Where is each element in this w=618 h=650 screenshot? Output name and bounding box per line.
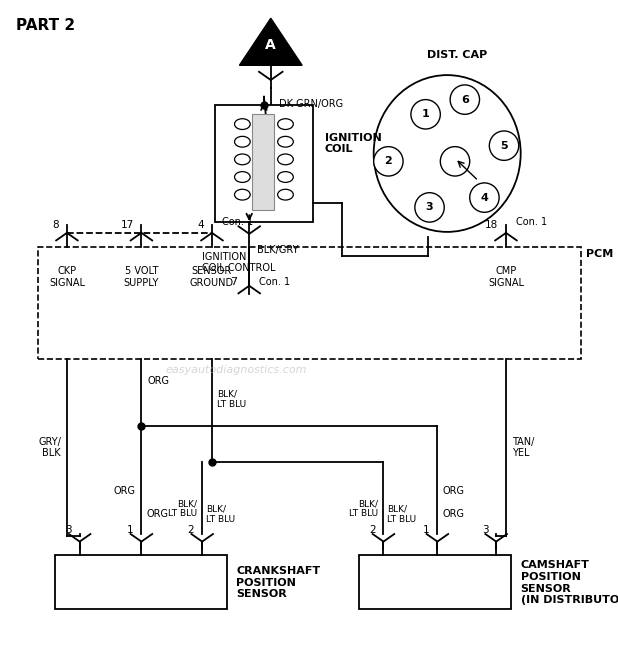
Text: 6: 6 bbox=[461, 95, 469, 105]
Text: 5: 5 bbox=[500, 140, 508, 151]
Text: PART 2: PART 2 bbox=[16, 18, 75, 33]
Bar bbox=[252, 114, 274, 211]
Text: Con. 1: Con. 1 bbox=[222, 217, 253, 227]
Text: 1: 1 bbox=[127, 525, 133, 535]
Text: Con. 1: Con. 1 bbox=[259, 277, 290, 287]
Circle shape bbox=[440, 147, 470, 176]
Polygon shape bbox=[239, 18, 302, 65]
Text: BLK/
LT BLU: BLK/ LT BLU bbox=[387, 504, 417, 524]
Ellipse shape bbox=[234, 119, 250, 129]
Text: ORG: ORG bbox=[114, 486, 135, 495]
Text: 2: 2 bbox=[188, 525, 194, 535]
Text: A: A bbox=[265, 38, 276, 52]
Text: BLK/
LT BLU: BLK/ LT BLU bbox=[217, 389, 246, 409]
Ellipse shape bbox=[277, 154, 294, 164]
Text: 4: 4 bbox=[480, 192, 488, 203]
Text: 1: 1 bbox=[421, 109, 430, 120]
Text: IGNITION
COIL: IGNITION COIL bbox=[324, 133, 381, 155]
Text: BLK/GRY: BLK/GRY bbox=[257, 244, 298, 255]
Text: CMP
SIGNAL: CMP SIGNAL bbox=[488, 266, 524, 288]
Ellipse shape bbox=[234, 172, 250, 183]
Circle shape bbox=[415, 192, 444, 222]
Text: IGNITION
COIL CONTROL: IGNITION COIL CONTROL bbox=[202, 252, 276, 273]
Text: 7: 7 bbox=[231, 277, 237, 287]
Text: SENSOR
GROUND: SENSOR GROUND bbox=[190, 266, 234, 288]
Ellipse shape bbox=[234, 189, 250, 200]
Text: ORG: ORG bbox=[147, 376, 169, 386]
Bar bbox=[359, 555, 511, 609]
Text: 3: 3 bbox=[66, 525, 72, 535]
Text: PCM: PCM bbox=[586, 248, 614, 259]
Text: BLK/
LT BLU: BLK/ LT BLU bbox=[168, 499, 197, 519]
Text: BLK/
LT BLU: BLK/ LT BLU bbox=[206, 504, 235, 524]
Text: ORG: ORG bbox=[146, 509, 168, 519]
Text: ORG: ORG bbox=[442, 509, 464, 519]
Bar bbox=[215, 105, 313, 222]
Text: 1: 1 bbox=[423, 525, 430, 535]
Text: easyautodiagnostics.com: easyautodiagnostics.com bbox=[166, 365, 307, 374]
Bar bbox=[55, 555, 227, 609]
Circle shape bbox=[489, 131, 519, 161]
Text: DIST. CAP: DIST. CAP bbox=[427, 51, 487, 60]
Text: GRY/
BLK: GRY/ BLK bbox=[38, 437, 61, 458]
Circle shape bbox=[450, 85, 480, 114]
Text: CRANKSHAFT
POSITION
SENSOR: CRANKSHAFT POSITION SENSOR bbox=[237, 566, 321, 599]
Text: 3: 3 bbox=[426, 202, 433, 213]
Ellipse shape bbox=[277, 119, 294, 129]
Ellipse shape bbox=[374, 75, 521, 232]
Text: Con. 1: Con. 1 bbox=[516, 217, 547, 227]
Text: 4: 4 bbox=[198, 220, 204, 230]
Text: CAMSHAFT
POSITION
SENSOR
(IN DISTRIBUTOR): CAMSHAFT POSITION SENSOR (IN DISTRIBUTOR… bbox=[521, 560, 618, 605]
Text: 2: 2 bbox=[384, 157, 392, 166]
Text: 8: 8 bbox=[53, 220, 59, 230]
Text: 5 VOLT
SUPPLY: 5 VOLT SUPPLY bbox=[124, 266, 159, 288]
Ellipse shape bbox=[234, 154, 250, 164]
Ellipse shape bbox=[277, 172, 294, 183]
Ellipse shape bbox=[277, 189, 294, 200]
Text: CKP
SIGNAL: CKP SIGNAL bbox=[49, 266, 85, 288]
Bar bbox=[38, 246, 582, 359]
Text: ORG: ORG bbox=[442, 486, 464, 495]
Text: 2: 2 bbox=[369, 525, 376, 535]
Ellipse shape bbox=[234, 136, 250, 147]
Text: BLK/
LT BLU: BLK/ LT BLU bbox=[349, 499, 379, 519]
Text: TAN/
YEL: TAN/ YEL bbox=[512, 437, 534, 458]
Circle shape bbox=[470, 183, 499, 213]
Text: DK GRN/ORG: DK GRN/ORG bbox=[279, 99, 343, 109]
Text: 18: 18 bbox=[485, 220, 498, 230]
Circle shape bbox=[411, 99, 440, 129]
Text: 3: 3 bbox=[481, 525, 488, 535]
Circle shape bbox=[374, 147, 403, 176]
Text: 17: 17 bbox=[121, 220, 133, 230]
Ellipse shape bbox=[277, 136, 294, 147]
